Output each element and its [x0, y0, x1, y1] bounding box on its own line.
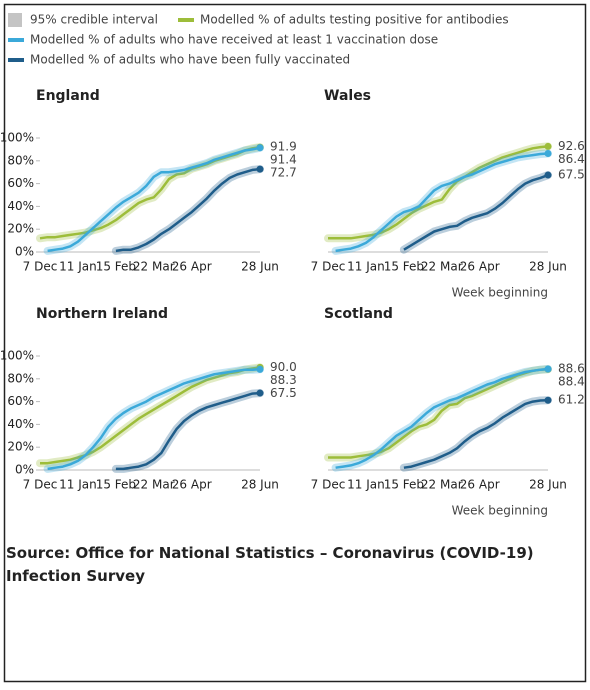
legend-interval-label: 95% credible interval: [30, 13, 158, 27]
end-value-label: 91.9: [270, 140, 297, 154]
series-line: [328, 367, 549, 459]
panel-title: Northern Ireland: [36, 306, 168, 322]
end-value-label: 91.4: [270, 153, 297, 167]
y-tick-label: 40%: [7, 199, 34, 213]
legend-label: Modelled % of adults who have received a…: [30, 33, 438, 47]
x-tick-label: 11 Jan: [59, 260, 97, 274]
x-tick-label: 28 Jun: [241, 260, 279, 274]
end-value-label: 86.4: [558, 152, 585, 166]
series-line: [47, 368, 261, 471]
x-tick-label: 22 Mar: [421, 260, 463, 274]
y-tick-label: 20%: [7, 440, 34, 454]
y-tick-label: 100%: [0, 349, 34, 363]
y-tick-label: 60%: [7, 394, 34, 408]
x-tick-label: 11 Jan: [347, 260, 385, 274]
series-line: [403, 173, 549, 251]
legend-label: Modelled % of adults who have been fully…: [30, 53, 350, 67]
end-point: [544, 171, 552, 179]
end-value-label: 67.5: [558, 168, 585, 182]
panel-title: England: [36, 88, 100, 104]
y-tick-label: 60%: [7, 176, 34, 190]
x-tick-label: 15 Feb: [384, 478, 424, 492]
end-point: [256, 389, 264, 397]
y-tick-label: 0%: [15, 463, 34, 477]
source-line: Source: Office for National Statistics –…: [6, 544, 534, 585]
x-tick-label: 15 Feb: [96, 478, 136, 492]
x-tick-label: 26 Apr: [460, 260, 500, 274]
y-tick-label: 80%: [7, 371, 34, 385]
y-tick-label: 20%: [7, 222, 34, 236]
y-tick-label: 40%: [7, 417, 34, 431]
end-value-label: 88.4: [558, 374, 585, 388]
end-point: [544, 396, 552, 404]
y-tick-label: 80%: [7, 153, 34, 167]
x-tick-label: 22 Mar: [421, 478, 463, 492]
x-tick-label: 15 Feb: [96, 260, 136, 274]
y-tick-label: 100%: [0, 131, 34, 145]
x-axis-label: Week beginning: [452, 504, 548, 518]
panel-title: Scotland: [324, 306, 393, 322]
x-tick-label: 26 Apr: [172, 478, 212, 492]
end-value-label: 88.3: [270, 373, 297, 387]
end-point: [544, 150, 552, 158]
series-line: [403, 398, 549, 469]
x-tick-label: 22 Mar: [133, 478, 175, 492]
legend-interval-swatch: [8, 13, 22, 27]
x-tick-label: 7 Dec: [311, 260, 346, 274]
end-value-label: 72.7: [270, 166, 297, 180]
end-point: [256, 144, 264, 152]
x-tick-label: 28 Jun: [529, 478, 567, 492]
y-tick-label: 0%: [15, 245, 34, 259]
series-line: [328, 145, 549, 240]
x-tick-label: 28 Jun: [241, 478, 279, 492]
x-axis-label: Week beginning: [452, 286, 548, 300]
end-point: [256, 365, 264, 373]
x-tick-label: 7 Dec: [23, 260, 58, 274]
end-value-label: 92.6: [558, 139, 585, 153]
end-point: [544, 365, 552, 373]
series-line: [47, 146, 261, 253]
x-tick-label: 26 Apr: [460, 478, 500, 492]
x-tick-label: 15 Feb: [384, 260, 424, 274]
series-line: [335, 367, 549, 469]
x-tick-label: 22 Mar: [133, 260, 175, 274]
frame: [3, 3, 587, 683]
x-tick-label: 7 Dec: [23, 478, 58, 492]
series-line: [115, 167, 261, 253]
x-tick-label: 11 Jan: [347, 478, 385, 492]
end-point: [256, 165, 264, 173]
end-point: [544, 142, 552, 150]
series-line: [40, 366, 261, 465]
x-tick-label: 26 Apr: [172, 260, 212, 274]
series-line: [115, 391, 261, 471]
series-line: [335, 152, 549, 253]
end-value-label: 90.0: [270, 360, 297, 374]
end-value-label: 61.2: [558, 393, 585, 407]
x-tick-label: 7 Dec: [311, 478, 346, 492]
panel-title: Wales: [324, 88, 371, 104]
legend-label: Modelled % of adults testing positive fo…: [200, 13, 509, 27]
x-tick-label: 28 Jun: [529, 260, 567, 274]
end-value-label: 88.6: [558, 361, 585, 375]
x-tick-label: 11 Jan: [59, 478, 97, 492]
end-value-label: 67.5: [270, 386, 297, 400]
